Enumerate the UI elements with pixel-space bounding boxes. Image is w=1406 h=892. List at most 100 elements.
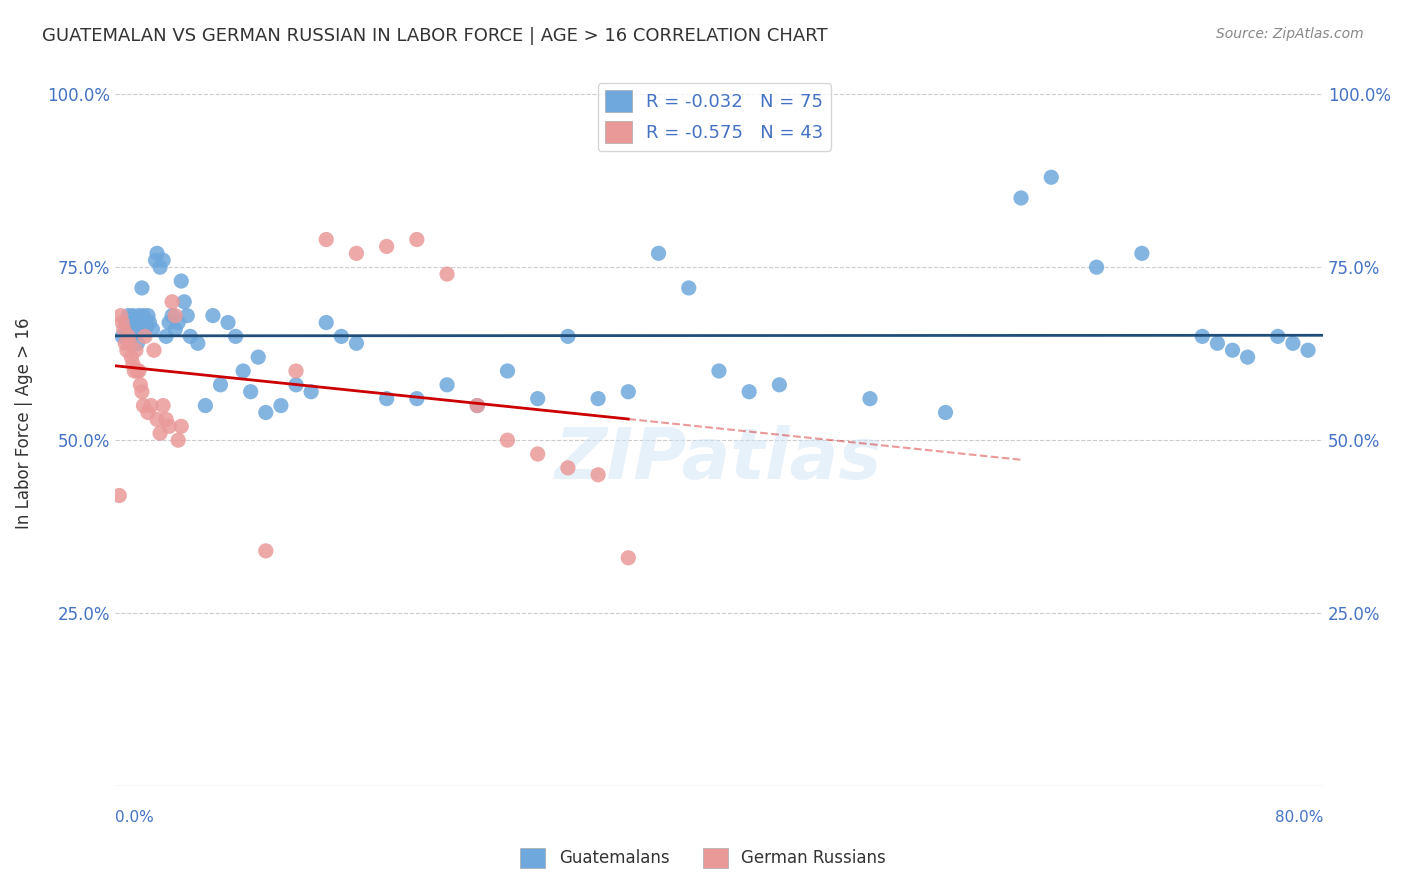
Point [187,336,209,351]
Point [254,405,277,419]
Point [114,336,136,351]
Point [647,246,669,260]
Y-axis label: In Labor Force | Age > 16: In Labor Force | Age > 16 [15,318,32,529]
Point [617,384,640,399]
Point [239,384,262,399]
Point [1296,343,1319,358]
Point [678,281,700,295]
Point [167,316,190,330]
Point [194,399,217,413]
Point [127,364,149,378]
Point [110,309,132,323]
Legend: Guatemalans, German Russians: Guatemalans, German Russians [513,841,893,875]
Point [179,329,201,343]
Point [134,329,156,343]
Point [115,322,138,336]
Point [405,233,427,247]
Point [526,447,548,461]
Point [170,419,193,434]
Point [176,309,198,323]
Point [134,322,156,336]
Point [1191,329,1213,343]
Point [111,316,134,330]
Point [124,364,146,378]
Point [125,326,148,340]
Text: 80.0%: 80.0% [1275,811,1323,825]
Point [157,316,180,330]
Point [165,309,187,323]
Point [138,316,160,330]
Point [465,399,488,413]
Point [145,253,167,268]
Point [115,343,138,358]
Point [135,318,157,333]
Point [146,246,169,260]
Point [285,377,308,392]
Point [315,233,337,247]
Point [139,399,162,413]
Point [170,274,193,288]
Point [270,399,292,413]
Point [496,433,519,447]
Point [160,309,183,323]
Point [285,364,308,378]
Point [375,239,398,253]
Point [465,399,488,413]
Point [859,392,882,406]
Point [225,329,247,343]
Point [1010,191,1032,205]
Text: 0.0%: 0.0% [115,811,153,825]
Point [131,281,153,295]
Point [217,316,239,330]
Point [934,405,956,419]
Point [152,253,174,268]
Point [254,544,277,558]
Point [315,316,337,330]
Point [1206,336,1229,351]
Point [586,467,609,482]
Point [707,364,730,378]
Point [738,384,761,399]
Point [165,322,187,336]
Point [132,309,155,323]
Point [120,322,142,336]
Point [247,350,270,364]
Point [131,384,153,399]
Point [209,377,232,392]
Point [201,309,224,323]
Point [122,309,145,323]
Point [152,399,174,413]
Text: ZIPatlas: ZIPatlas [555,425,883,493]
Point [155,329,177,343]
Point [1040,170,1063,185]
Point [1282,336,1305,351]
Point [129,377,152,392]
Point [557,460,579,475]
Point [128,309,150,323]
Point [232,364,254,378]
Point [157,419,180,434]
Point [496,364,519,378]
Point [155,412,177,426]
Point [346,336,368,351]
Point [1085,260,1108,275]
Point [617,550,640,565]
Point [127,336,149,351]
Point [1236,350,1258,364]
Text: Source: ZipAtlas.com: Source: ZipAtlas.com [1216,27,1364,41]
Point [114,316,136,330]
Legend: R = -0.032   N = 75, R = -0.575   N = 43: R = -0.032 N = 75, R = -0.575 N = 43 [598,83,831,151]
Point [117,329,139,343]
Point [1130,246,1153,260]
Point [112,322,135,336]
Point [136,405,159,419]
Point [299,384,322,399]
Point [526,392,548,406]
Point [346,246,368,260]
Point [122,357,145,371]
Point [149,426,172,441]
Point [149,260,172,275]
Point [436,267,458,281]
Point [375,392,398,406]
Point [111,329,134,343]
